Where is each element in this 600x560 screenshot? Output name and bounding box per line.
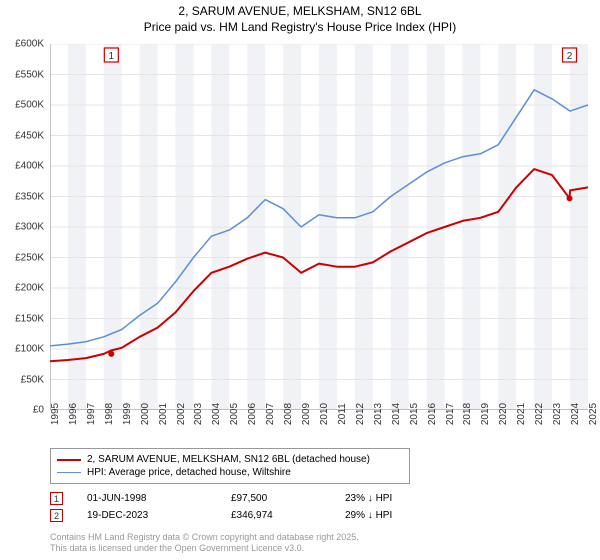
- legend-row: 2, SARUM AVENUE, MELKSHAM, SN12 6BL (det…: [57, 453, 403, 466]
- x-tick-label: 2012: [355, 403, 366, 425]
- legend: 2, SARUM AVENUE, MELKSHAM, SN12 6BL (det…: [50, 448, 410, 484]
- marker-diff: 29% ↓ HPI: [345, 510, 435, 521]
- x-tick-label: 2022: [534, 403, 545, 425]
- marker-diff: 23% ↓ HPI: [345, 493, 435, 504]
- y-tick-label: £100K: [15, 344, 44, 355]
- marker-row: 1 01-JUN-1998 £97,500 23% ↓ HPI: [50, 490, 435, 507]
- x-tick-label: 2021: [516, 403, 527, 425]
- marker-number-box: 2: [50, 509, 63, 522]
- marker-date: 01-JUN-1998: [87, 493, 207, 504]
- x-tick-label: 2005: [229, 403, 240, 425]
- x-tick-label: 2019: [480, 403, 491, 425]
- marker-date: 19-DEC-2023: [87, 510, 207, 521]
- marker-row: 2 19-DEC-2023 £346,974 29% ↓ HPI: [50, 507, 435, 524]
- y-tick-label: £0: [33, 405, 44, 416]
- x-tick-label: 2023: [552, 403, 563, 425]
- chart-title: 2, SARUM AVENUE, MELKSHAM, SN12 6BL Pric…: [0, 0, 600, 35]
- copyright: Contains HM Land Registry data © Crown c…: [50, 532, 359, 554]
- x-axis: 1995199619971998199920002001200220032004…: [50, 410, 588, 450]
- y-tick-label: £500K: [15, 100, 44, 111]
- legend-swatch: [57, 459, 81, 461]
- x-tick-label: 2016: [427, 403, 438, 425]
- x-tick-label: 1999: [122, 403, 133, 425]
- x-tick-label: 2010: [319, 403, 330, 425]
- x-tick-label: 2017: [445, 403, 456, 425]
- y-tick-label: £150K: [15, 313, 44, 324]
- x-tick-label: 1996: [68, 403, 79, 425]
- x-tick-label: 2000: [140, 403, 151, 425]
- legend-row: HPI: Average price, detached house, Wilt…: [57, 466, 403, 479]
- x-tick-label: 1998: [104, 403, 115, 425]
- x-tick-label: 2002: [176, 403, 187, 425]
- x-tick-label: 2014: [391, 403, 402, 425]
- marker-price: £346,974: [231, 510, 321, 521]
- chart-container: 2, SARUM AVENUE, MELKSHAM, SN12 6BL Pric…: [0, 0, 600, 560]
- legend-swatch: [57, 472, 81, 474]
- x-tick-label: 2007: [265, 403, 276, 425]
- y-axis: £0£50K£100K£150K£200K£250K£300K£350K£400…: [0, 44, 48, 410]
- title-line1: 2, SARUM AVENUE, MELKSHAM, SN12 6BL: [0, 4, 600, 20]
- x-tick-label: 2025: [588, 403, 599, 425]
- x-tick-label: 2024: [570, 403, 581, 425]
- marker-price: £97,500: [231, 493, 321, 504]
- x-tick-label: 1995: [50, 403, 61, 425]
- y-tick-label: £350K: [15, 191, 44, 202]
- chart-svg: 12: [50, 44, 588, 410]
- marker-number-box: 1: [50, 492, 63, 505]
- x-tick-label: 2001: [158, 403, 169, 425]
- y-tick-label: £50K: [21, 374, 44, 385]
- x-tick-label: 2009: [301, 403, 312, 425]
- y-tick-label: £550K: [15, 69, 44, 80]
- x-tick-label: 2018: [462, 403, 473, 425]
- title-line2: Price paid vs. HM Land Registry's House …: [0, 20, 600, 36]
- x-tick-label: 2003: [193, 403, 204, 425]
- y-tick-label: £600K: [15, 39, 44, 50]
- x-tick-label: 2015: [409, 403, 420, 425]
- y-tick-label: £200K: [15, 283, 44, 294]
- x-tick-label: 2020: [498, 403, 509, 425]
- x-tick-label: 2008: [283, 403, 294, 425]
- copyright-line2: This data is licensed under the Open Gov…: [50, 543, 359, 554]
- x-tick-label: 2006: [247, 403, 258, 425]
- y-tick-label: £300K: [15, 222, 44, 233]
- x-tick-label: 1997: [86, 403, 97, 425]
- legend-label: HPI: Average price, detached house, Wilt…: [87, 467, 291, 478]
- x-tick-label: 2004: [211, 403, 222, 425]
- copyright-line1: Contains HM Land Registry data © Crown c…: [50, 532, 359, 543]
- markers-table: 1 01-JUN-1998 £97,500 23% ↓ HPI 2 19-DEC-2023…: [50, 490, 435, 524]
- chart-plot-area: 12: [50, 44, 588, 410]
- svg-text:2: 2: [567, 51, 573, 62]
- y-tick-label: £400K: [15, 161, 44, 172]
- x-tick-label: 2011: [337, 403, 348, 425]
- legend-label: 2, SARUM AVENUE, MELKSHAM, SN12 6BL (det…: [87, 454, 370, 465]
- x-tick-label: 2013: [373, 403, 384, 425]
- svg-text:1: 1: [109, 51, 115, 62]
- y-tick-label: £450K: [15, 130, 44, 141]
- y-tick-label: £250K: [15, 252, 44, 263]
